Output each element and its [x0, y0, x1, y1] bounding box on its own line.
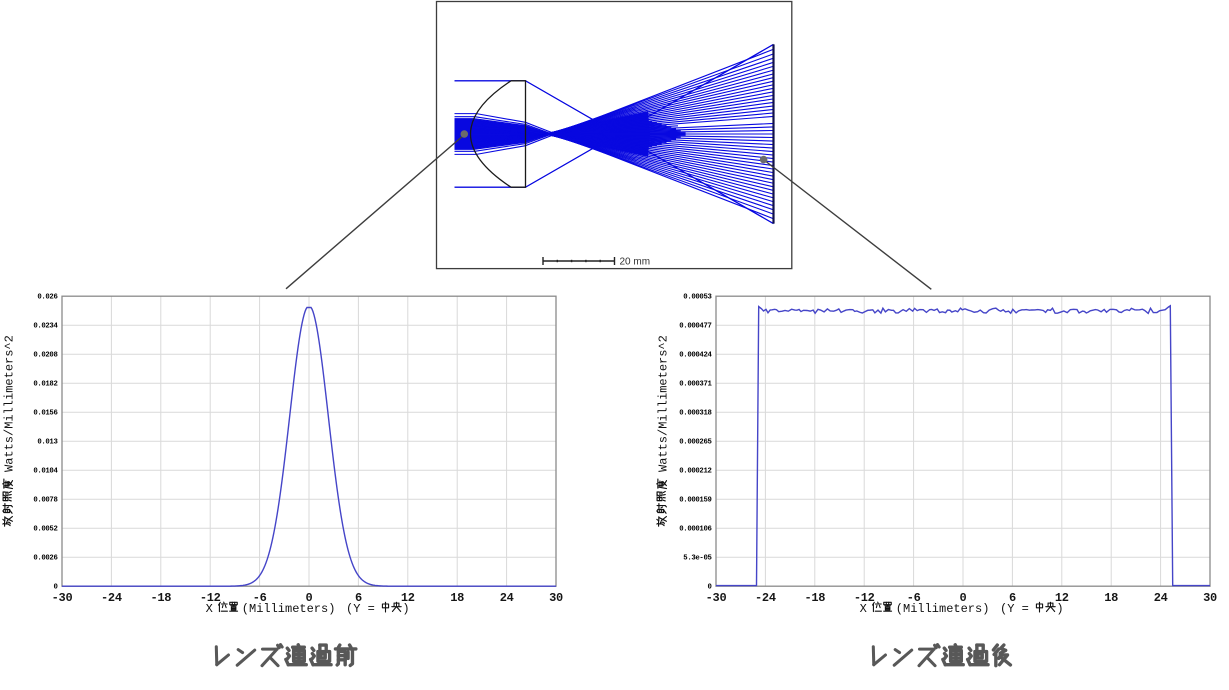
- svg-text:-6: -6: [907, 591, 921, 605]
- svg-text:(Millimeters): (Millimeters): [896, 602, 990, 616]
- svg-text:30: 30: [549, 591, 563, 605]
- svg-text:): ): [402, 602, 409, 616]
- svg-text:(Y =: (Y =: [1000, 602, 1029, 616]
- svg-text:6: 6: [355, 591, 362, 605]
- svg-text:0.000212: 0.000212: [679, 468, 711, 476]
- svg-text:0.000318: 0.000318: [679, 410, 711, 418]
- svg-text:(Millimeters): (Millimeters): [242, 602, 336, 616]
- svg-text:0.0234: 0.0234: [33, 323, 58, 331]
- svg-text:30: 30: [1203, 591, 1217, 605]
- svg-text:0.0156: 0.0156: [33, 410, 57, 418]
- svg-text:-24: -24: [755, 591, 776, 605]
- svg-text:0: 0: [306, 591, 313, 605]
- svg-text:0.000106: 0.000106: [679, 526, 711, 534]
- svg-text:X: X: [860, 602, 867, 616]
- svg-text:0.000424: 0.000424: [679, 352, 712, 360]
- svg-text:-12: -12: [854, 591, 875, 605]
- svg-text:12: 12: [401, 591, 415, 605]
- svg-text:0.000159: 0.000159: [679, 497, 711, 505]
- svg-text:0.013: 0.013: [37, 439, 58, 447]
- svg-text:0: 0: [960, 591, 967, 605]
- svg-text:-12: -12: [200, 591, 221, 605]
- svg-text:(Y =: (Y =: [346, 602, 375, 616]
- svg-text:X: X: [206, 602, 213, 616]
- svg-text:-18: -18: [150, 591, 171, 605]
- svg-text:0.0208: 0.0208: [33, 352, 57, 360]
- svg-text:24: 24: [1154, 591, 1168, 605]
- svg-text:0.0052: 0.0052: [33, 526, 57, 534]
- svg-text:18: 18: [450, 591, 464, 605]
- svg-text:Watts/Millimeters^2: Watts/Millimeters^2: [3, 335, 17, 472]
- svg-text:5.3e-05: 5.3e-05: [683, 555, 711, 563]
- svg-text:0.0078: 0.0078: [33, 497, 57, 505]
- svg-text:0.000265: 0.000265: [679, 439, 711, 447]
- svg-text:18: 18: [1104, 591, 1118, 605]
- svg-text:0.0182: 0.0182: [33, 381, 57, 389]
- svg-text:Watts/Millimeters^2: Watts/Millimeters^2: [657, 335, 671, 472]
- svg-text:12: 12: [1055, 591, 1069, 605]
- svg-text:0.00053: 0.00053: [683, 294, 712, 302]
- svg-text:20 mm: 20 mm: [620, 257, 651, 268]
- svg-text:24: 24: [500, 591, 514, 605]
- svg-text:0.0104: 0.0104: [33, 468, 58, 476]
- svg-text:-24: -24: [101, 591, 122, 605]
- svg-text:0: 0: [53, 584, 57, 592]
- svg-text:0.000477: 0.000477: [679, 323, 711, 331]
- svg-text:0: 0: [707, 584, 711, 592]
- svg-text:-30: -30: [52, 591, 73, 605]
- svg-text:-30: -30: [706, 591, 727, 605]
- svg-text:-6: -6: [253, 591, 267, 605]
- svg-text:): ): [1056, 602, 1063, 616]
- svg-text:-18: -18: [804, 591, 825, 605]
- svg-text:0.000371: 0.000371: [679, 381, 712, 389]
- svg-text:0.0026: 0.0026: [33, 555, 57, 563]
- svg-text:6: 6: [1009, 591, 1016, 605]
- svg-text:0.026: 0.026: [37, 294, 57, 302]
